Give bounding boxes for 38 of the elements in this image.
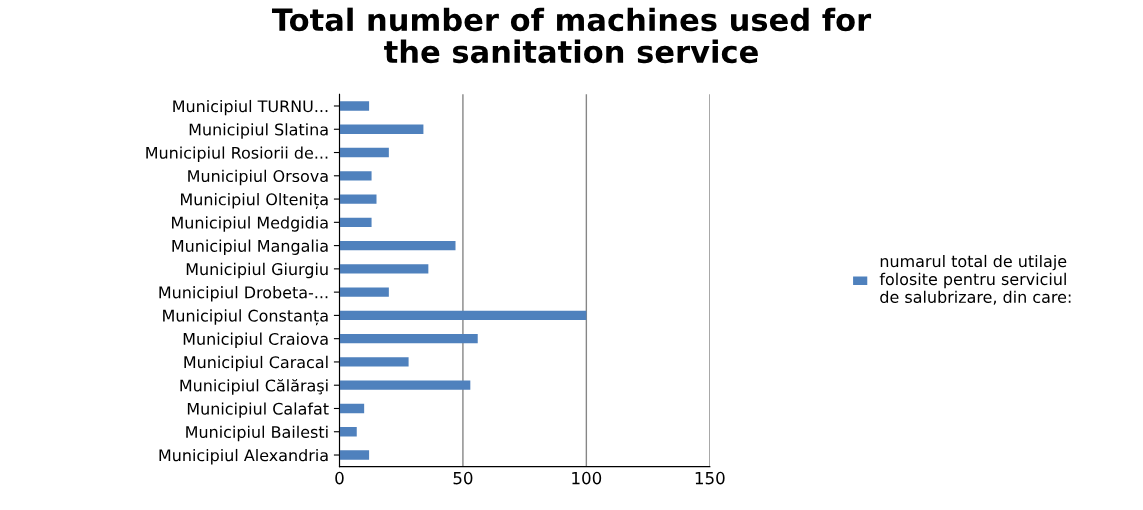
bar (339, 427, 357, 437)
y-tick-label: Municipiul Craiova (183, 332, 328, 349)
bar (339, 264, 429, 274)
bar (339, 217, 372, 227)
x-tick-label: 0 (335, 471, 344, 485)
bar (339, 194, 377, 204)
y-tick-label: Municipiul Calafat (187, 402, 329, 418)
bar (339, 287, 389, 297)
x-tick-label: 50 (453, 471, 473, 485)
bar (339, 310, 587, 321)
y-tick-label: Municipiul Mangalia (172, 239, 328, 255)
y-tick-label: Municipiul Medgidia (172, 216, 328, 232)
bar (339, 240, 456, 251)
y-tick-label: Municipiul Orsova (188, 169, 328, 186)
y-tick-label: Municipiul Oltenița (181, 192, 328, 209)
y-tick-label: Municipiul Rosiorii de... (146, 146, 328, 162)
x-tick-label: 100 (572, 471, 602, 485)
y-tick-label: Municipiul Caracal (184, 355, 328, 372)
bar (339, 147, 389, 158)
bar (339, 334, 478, 344)
y-tick-label: Municipiul Bailesti (186, 425, 328, 442)
y-tick-label: Municipiul Alexandria (159, 448, 328, 465)
x-tick-label: 150 (695, 471, 725, 485)
y-tick-label: Municipiul Drobeta-... (159, 286, 328, 302)
y-tick-label: Municipiul Călăraşi (180, 379, 328, 395)
y-tick-label: Municipiul TURNU... (173, 99, 328, 116)
bar (339, 171, 372, 181)
legend-label: numarul total de utilaje folosite pentru serviciul de salubrizare, din care: (879, 254, 1071, 305)
bar (339, 380, 471, 390)
bar (339, 101, 370, 111)
bar (339, 450, 370, 460)
bar (339, 124, 424, 134)
y-tick-label: Municipiul Giurgiu (186, 262, 328, 279)
bar (339, 403, 365, 414)
y-tick-label: Municipiul Slatina (189, 123, 328, 139)
chart-title: Total number of machines used for the sanitation service (271, 7, 872, 64)
bar (339, 357, 409, 367)
y-tick-label: Municipiul Constanța (163, 309, 328, 326)
